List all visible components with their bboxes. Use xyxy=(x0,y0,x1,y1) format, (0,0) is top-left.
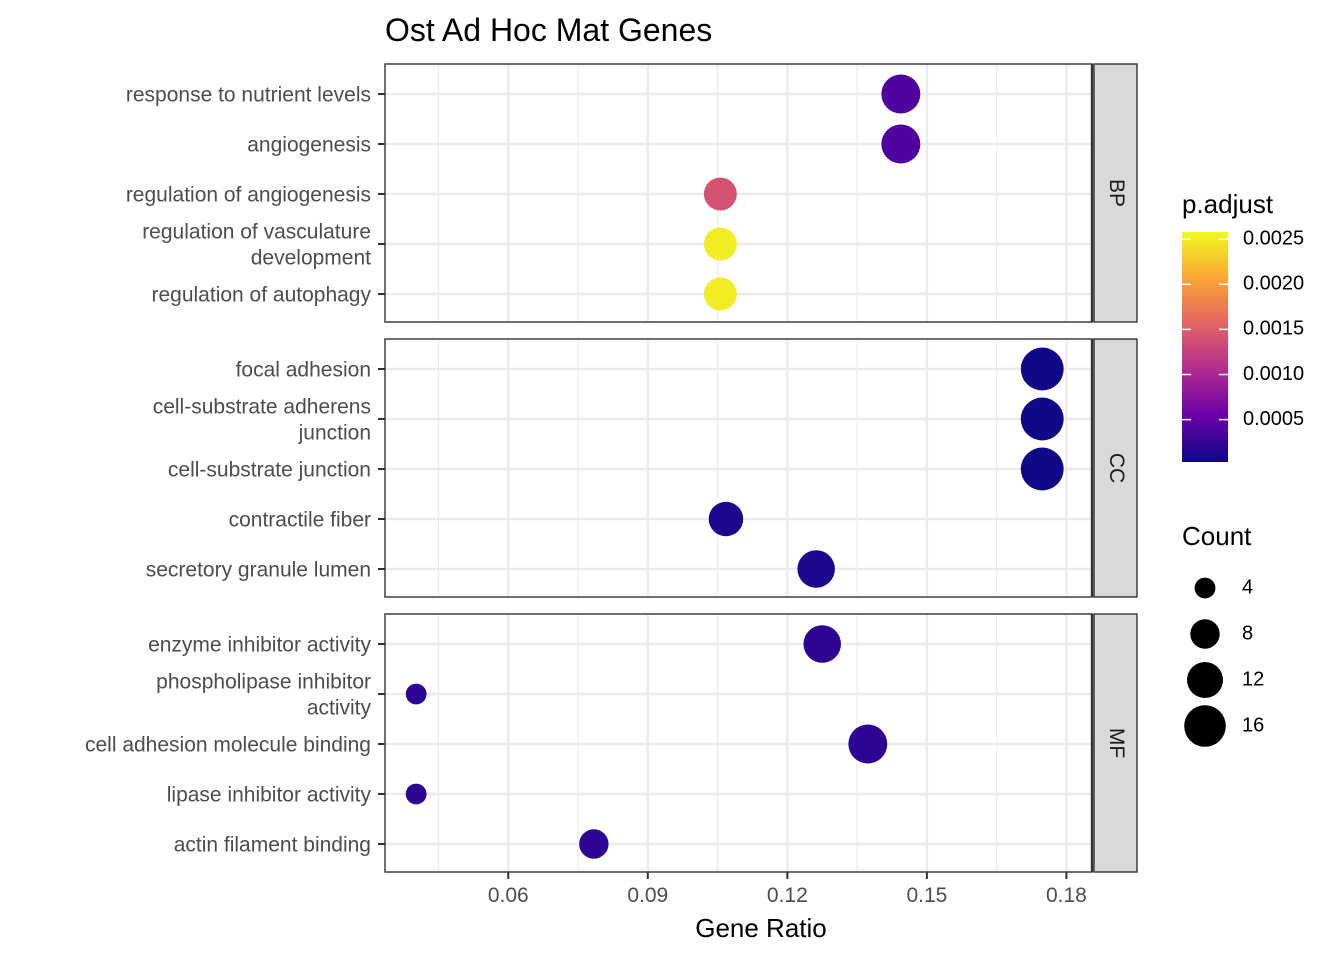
y-tick-label: angiogenesis xyxy=(247,133,371,156)
panel-bp: BP response to nutrient levels angiogenesi… xyxy=(126,63,1138,323)
y-tick-label: phospholipase inhibitor activity xyxy=(156,670,371,719)
data-point xyxy=(1020,447,1064,491)
size-legend-key xyxy=(1184,705,1226,747)
y-tick-label: contractile fiber xyxy=(229,508,371,531)
colorbar-label: 0.0015 xyxy=(1243,318,1304,340)
size-legend-label: 16 xyxy=(1242,714,1264,736)
facet-strip xyxy=(1093,613,1138,873)
y-tick-label: enzyme inhibitor activity xyxy=(148,633,371,656)
data-point xyxy=(848,724,888,764)
data-point xyxy=(803,625,841,663)
x-axis: 0.06 0.09 0.12 0.15 0.18 xyxy=(488,872,1087,907)
y-tick-label: response to nutrient levels xyxy=(126,83,371,106)
facet-strip-label: CC xyxy=(1105,453,1128,483)
data-point xyxy=(405,683,427,705)
panel-cc: CC focal adhesion cell-substrate adherens j… xyxy=(146,338,1138,598)
x-tick-label: 0.15 xyxy=(906,884,947,907)
colorbar-label: 0.0020 xyxy=(1243,273,1304,295)
colorbar-label: 0.0025 xyxy=(1243,227,1304,249)
y-tick-label: cell adhesion molecule binding xyxy=(85,733,371,756)
facet-strip-label: MF xyxy=(1105,728,1128,758)
facet-panels: BP response to nutrient levels angiogenesi… xyxy=(85,63,1138,873)
colorbar-label: 0.0005 xyxy=(1243,408,1304,430)
facet-strip-label: BP xyxy=(1105,179,1128,207)
colorbar xyxy=(1182,232,1228,462)
size-legend: 4 8 12 16 xyxy=(1184,576,1264,747)
facet-strip xyxy=(1093,63,1138,323)
data-point xyxy=(881,74,921,114)
panel-mf: MF enzyme inhibitor activity phospholipase… xyxy=(85,613,1138,873)
y-tick-label: focal adhesion xyxy=(236,358,371,381)
data-point xyxy=(703,227,737,261)
size-legend-label: 12 xyxy=(1242,668,1264,690)
size-legend-key xyxy=(1194,577,1216,599)
data-point xyxy=(703,277,737,311)
data-point xyxy=(708,501,744,537)
y-tick-label: regulation of autophagy xyxy=(151,283,371,306)
y-tick-label: regulation of vasculature development xyxy=(142,220,371,269)
data-point xyxy=(703,177,737,211)
chart-title: Ost Ad Hoc Mat Genes xyxy=(385,12,712,48)
x-axis-title: Gene Ratio xyxy=(695,913,827,943)
y-tick-label: regulation of angiogenesis xyxy=(126,183,371,206)
data-point xyxy=(1020,347,1064,391)
colorbar-label: 0.0010 xyxy=(1243,363,1304,385)
y-tick-label: actin filament binding xyxy=(174,833,371,856)
data-point xyxy=(579,829,609,859)
size-legend-label: 4 xyxy=(1242,576,1253,598)
y-tick-label: secretory granule lumen xyxy=(146,558,371,581)
size-legend-title: Count xyxy=(1182,521,1252,551)
x-tick-label: 0.18 xyxy=(1046,884,1087,907)
x-tick-label: 0.12 xyxy=(767,884,808,907)
legends: p.adjust 0.00050.00100.00150.00200.0025 … xyxy=(1182,189,1304,747)
facet-strip xyxy=(1093,338,1138,598)
x-tick-label: 0.09 xyxy=(627,884,668,907)
y-tick-label: lipase inhibitor activity xyxy=(167,783,372,806)
size-legend-label: 8 xyxy=(1242,622,1253,644)
size-legend-key xyxy=(1186,661,1224,699)
color-legend-title: p.adjust xyxy=(1182,189,1274,219)
data-point xyxy=(797,550,835,588)
y-tick-label: cell-substrate adherens junction xyxy=(153,395,371,444)
x-tick-label: 0.06 xyxy=(488,884,529,907)
data-point xyxy=(405,783,427,805)
size-legend-key xyxy=(1190,619,1220,649)
data-point xyxy=(881,124,921,164)
data-point xyxy=(1020,397,1064,441)
color-legend: 0.0005 0.0010 0.0015 0.0020 0.0025 xyxy=(1182,227,1304,462)
y-tick-label: cell-substrate junction xyxy=(168,458,371,481)
